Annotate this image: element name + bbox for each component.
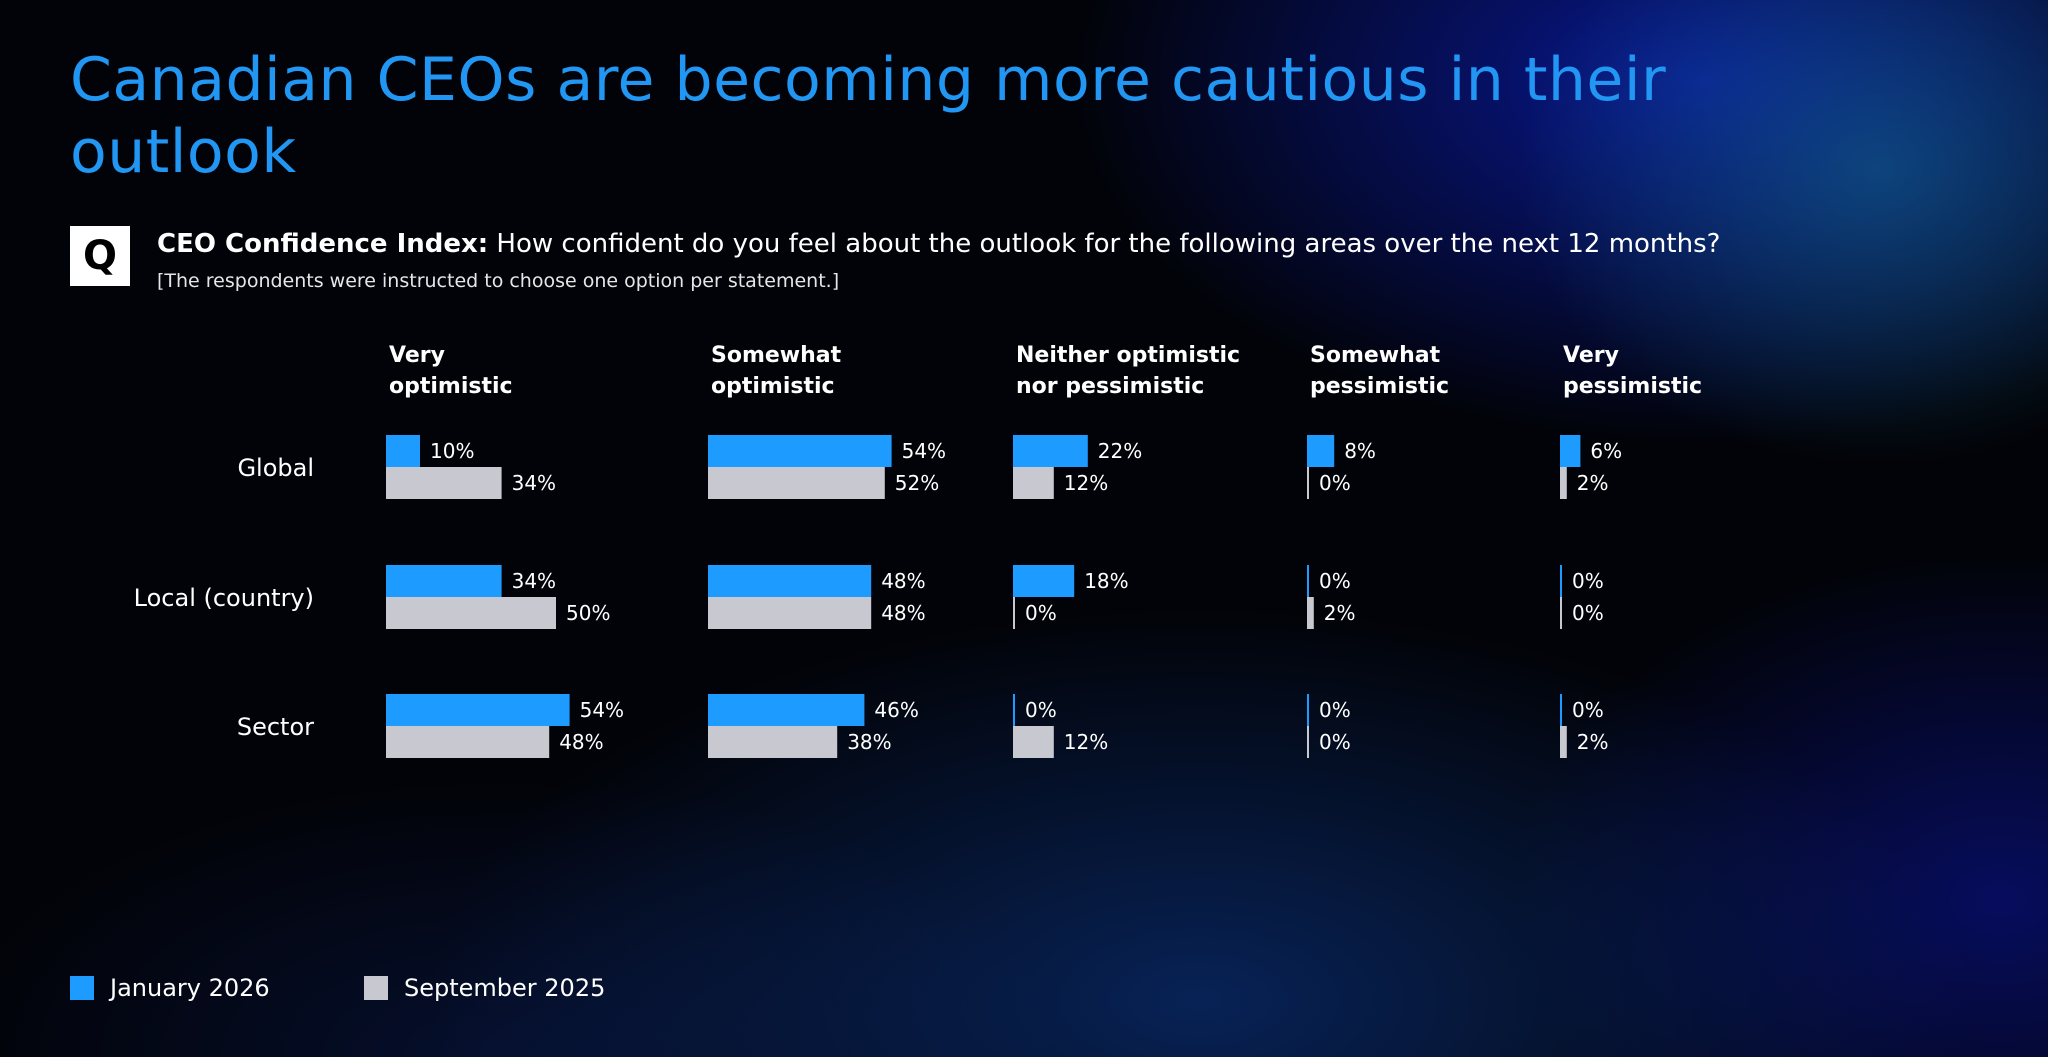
bar-label-1-0-4: 2% [1577,471,1609,495]
page-title: Canadian CEOs are becoming more cautious… [70,45,1667,187]
bar-0-1-3 [1307,565,1309,597]
bar-label-1-2-0: 48% [559,730,603,754]
bar-label-1-1-4: 0% [1572,601,1604,625]
bar-label-0-0-3: 8% [1344,439,1376,463]
column-header-1-line-1: optimistic [711,374,835,399]
bar-0-2-1 [708,694,865,726]
bar-1-1-3 [1307,597,1314,629]
bar-0-1-2 [1013,565,1075,597]
bar-label-0-1-0: 34% [512,569,556,593]
column-header-4-line-0: Very [1563,343,1619,368]
bar-label-1-2-4: 2% [1577,730,1609,754]
bar-1-1-0 [386,597,556,629]
bar-0-0-2 [1013,435,1088,467]
bar-label-1-0-2: 12% [1064,471,1108,495]
bar-1-1-1 [708,597,872,629]
bar-1-0-3 [1307,467,1309,499]
question-note: [The respondents were instructed to choo… [157,270,840,292]
bar-label-0-1-1: 48% [881,569,925,593]
bar-label-1-1-3: 2% [1324,601,1356,625]
bar-0-1-1 [708,565,872,597]
bar-label-0-0-0: 10% [430,439,474,463]
bar-label-0-2-1: 46% [874,698,918,722]
bar-1-2-4 [1560,726,1567,758]
column-header-3-line-0: Somewhat [1310,343,1441,368]
column-header-2-line-1: nor pessimistic [1016,374,1204,399]
bar-label-1-0-0: 34% [512,471,556,495]
bar-0-2-2 [1013,694,1015,726]
bar-0-2-3 [1307,694,1309,726]
legend-swatch-january-2026 [70,976,94,1000]
bar-0-0-3 [1307,435,1335,467]
bar-0-1-0 [386,565,502,597]
bar-1-2-3 [1307,726,1309,758]
bar-1-0-2 [1013,467,1054,499]
bar-label-1-1-2: 0% [1025,601,1057,625]
bar-label-1-1-1: 48% [881,601,925,625]
bar-1-0-0 [386,467,502,499]
column-header-3-line-1: pessimistic [1310,374,1449,399]
question-body: How confident do you feel about the outl… [488,229,1721,259]
bar-1-2-2 [1013,726,1054,758]
bar-0-0-0 [386,435,420,467]
bar-0-2-0 [386,694,570,726]
row-label-2: Sector [237,713,314,741]
bar-1-1-2 [1013,597,1015,629]
row-label-1: Local (country) [134,584,314,612]
bar-label-1-1-0: 50% [566,601,610,625]
bar-1-2-1 [708,726,838,758]
legend-swatch-september-2025 [364,976,388,1000]
bar-label-1-0-3: 0% [1319,471,1351,495]
bar-label-0-0-1: 54% [902,439,946,463]
column-header-0-line-0: Very [389,343,445,368]
bar-0-0-1 [708,435,892,467]
bar-label-0-1-2: 18% [1084,569,1128,593]
bar-1-2-0 [386,726,550,758]
row-label-0: Global [237,454,314,482]
bar-0-0-4 [1560,435,1581,467]
bar-label-0-2-4: 0% [1572,698,1604,722]
bar-0-2-4 [1560,694,1562,726]
bar-label-0-1-3: 0% [1319,569,1351,593]
bar-label-0-2-0: 54% [580,698,624,722]
column-header-1-line-0: Somewhat [711,343,842,368]
bar-label-0-0-2: 22% [1098,439,1142,463]
bar-1-0-4 [1560,467,1567,499]
bar-label-0-2-3: 0% [1319,698,1351,722]
bar-label-0-2-2: 0% [1025,698,1057,722]
bar-label-1-2-3: 0% [1319,730,1351,754]
bar-label-1-2-2: 12% [1064,730,1108,754]
bar-label-0-1-4: 0% [1572,569,1604,593]
question-text: CEO Confidence Index: How confident do y… [157,229,1720,259]
column-header-4-line-1: pessimistic [1563,374,1702,399]
question-label: CEO Confidence Index: [157,229,489,259]
bar-1-0-1 [708,467,885,499]
column-header-2-line-0: Neither optimistic [1016,343,1240,368]
legend-label-september-2025: September 2025 [404,974,606,1002]
bar-label-0-0-4: 6% [1590,439,1622,463]
bar-label-1-0-1: 52% [895,471,939,495]
bar-label-1-2-1: 38% [847,730,891,754]
column-header-0-line-1: optimistic [389,374,513,399]
bar-0-1-4 [1560,565,1562,597]
question-badge: Q [70,226,130,286]
bar-1-1-4 [1560,597,1562,629]
legend-label-january-2026: January 2026 [110,974,270,1002]
